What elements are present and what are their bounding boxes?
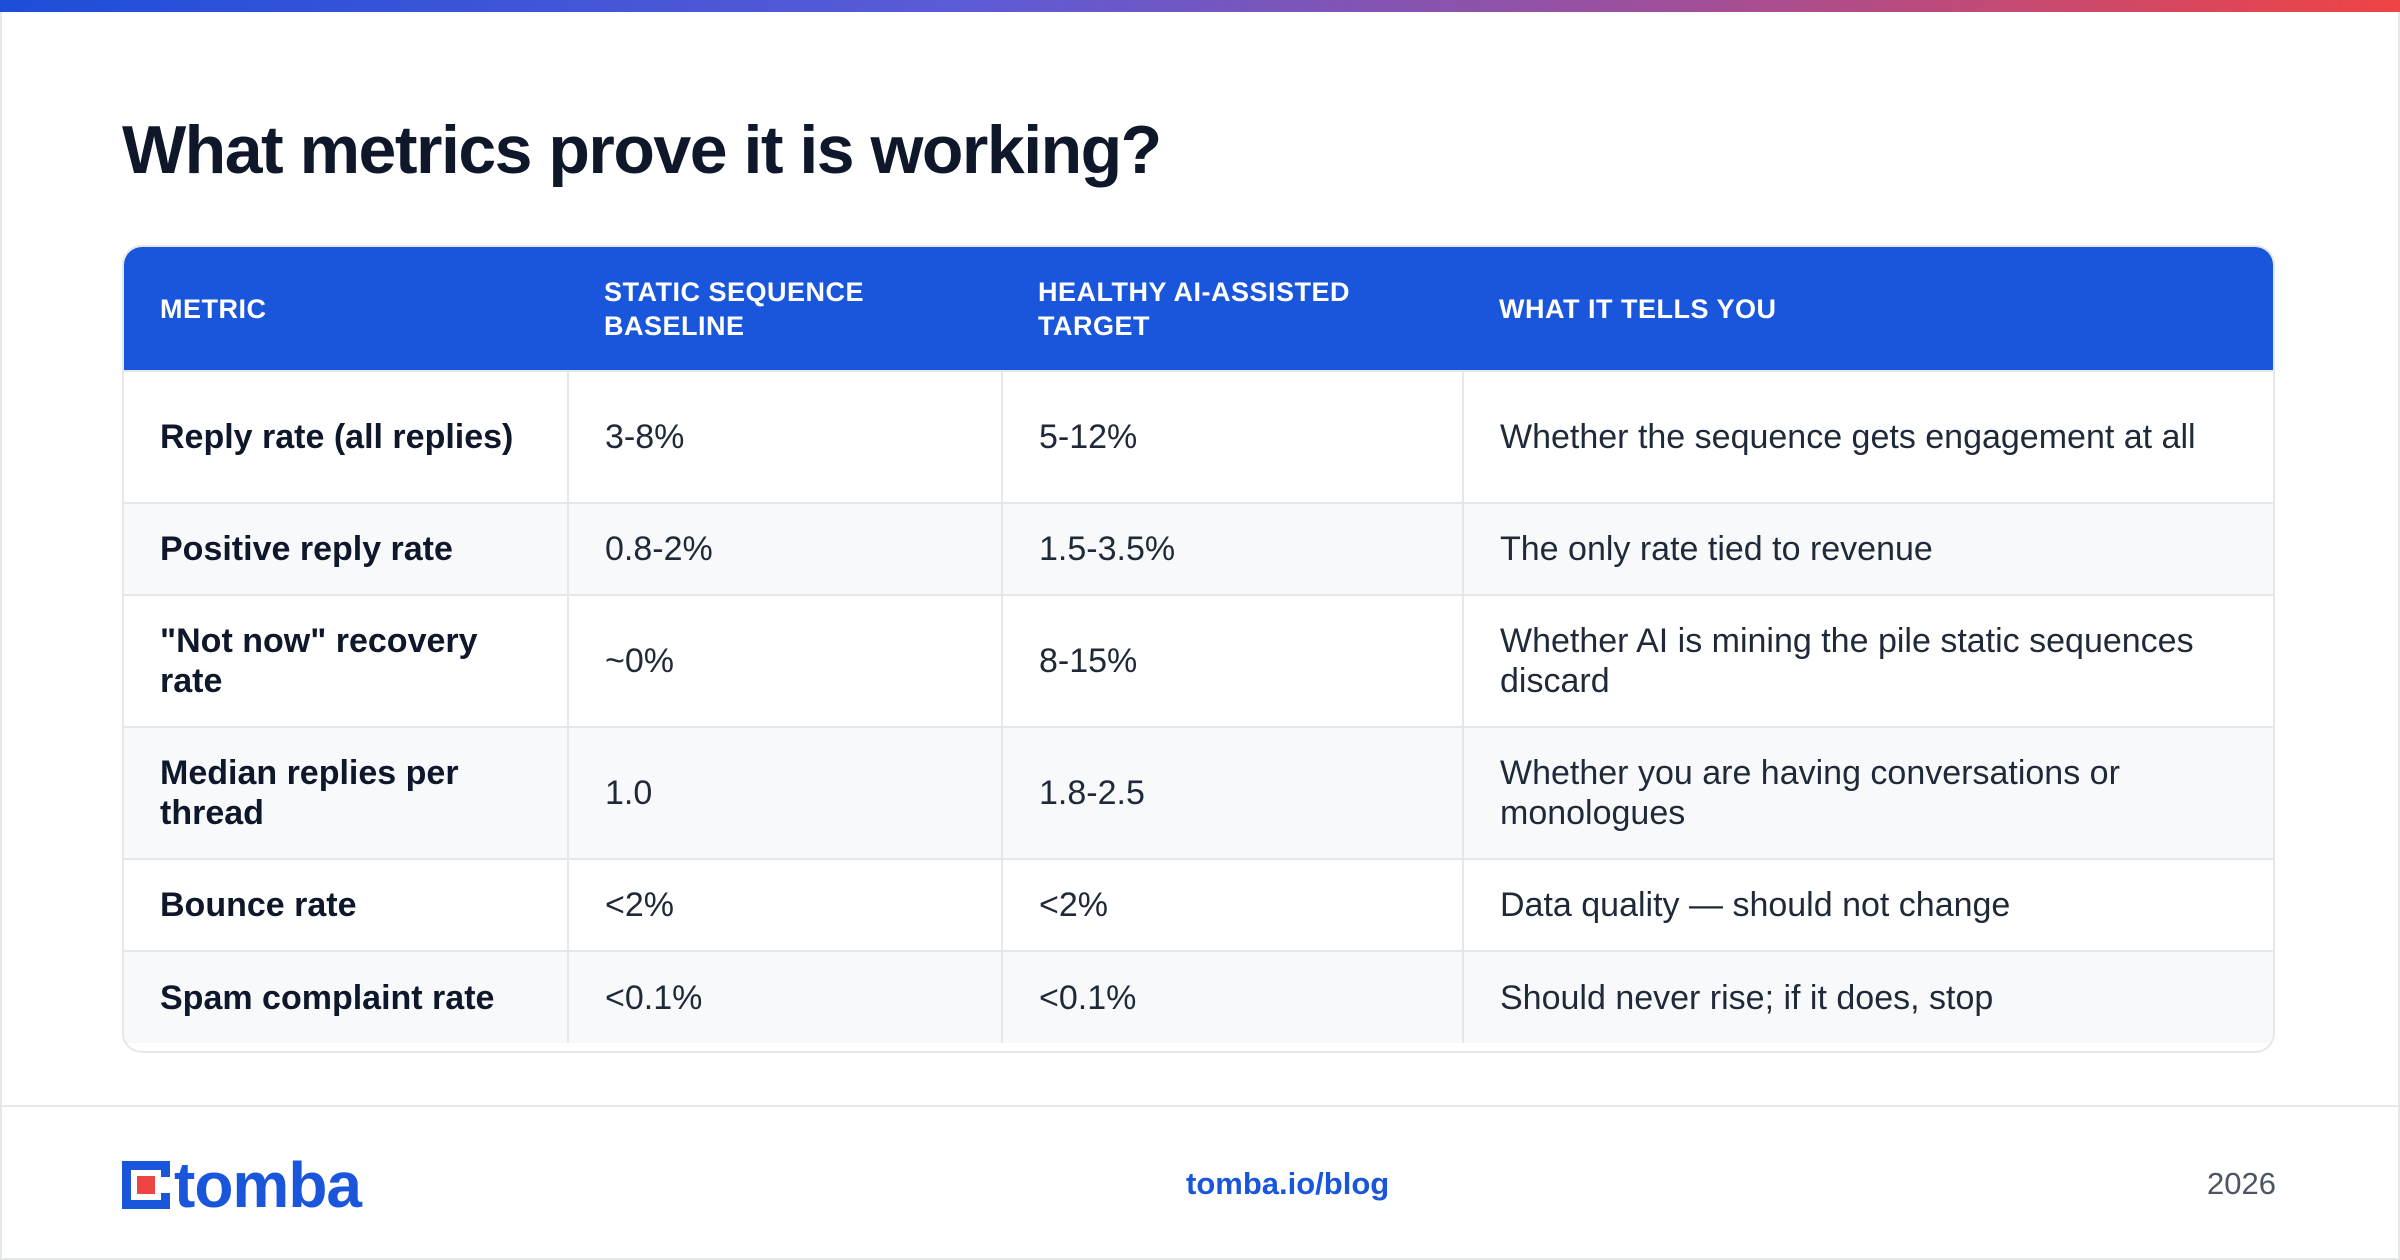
baseline-cell: 0.8-2%	[567, 503, 1002, 595]
metric-cell: Reply rate (all replies)	[160, 418, 514, 456]
meaning-cell: Should never rise; if it does, stop	[1462, 951, 2273, 1043]
logo-wordmark: tomba	[174, 1149, 362, 1221]
page-title: What metrics prove it is working?	[122, 112, 1162, 188]
metric-cell: Median replies per thread	[160, 754, 459, 832]
metric-cell: "Not now" recovery rate	[160, 622, 478, 700]
target-cell: <2%	[1001, 859, 1463, 951]
target-cell: 8-15%	[1001, 595, 1463, 727]
column-header-meaning: WHAT IT TELLS YOU	[1499, 293, 1777, 324]
baseline-cell: <2%	[567, 859, 1002, 951]
page-frame	[0, 12, 2400, 1260]
tomba-logo-icon	[122, 1161, 170, 1209]
table-row: "Not now" recovery rate ~0% 8-15% Whethe…	[124, 595, 2273, 727]
footer-divider	[2, 1105, 2398, 1107]
baseline-cell: ~0%	[567, 595, 1002, 727]
meaning-cell: Whether you are having conversations or …	[1462, 727, 2273, 859]
metrics-table: METRIC STATIC SEQUENCE BASELINE HEALTHY …	[122, 245, 2275, 1053]
column-header-baseline: STATIC SEQUENCE BASELINE	[604, 276, 865, 341]
meaning-cell: Whether AI is mining the pile static seq…	[1462, 595, 2273, 727]
meaning-cell: Whether the sequence gets engagement at …	[1462, 371, 2273, 503]
blog-link[interactable]: tomba.io/blog	[1186, 1166, 1390, 1201]
baseline-cell: 3-8%	[567, 371, 1002, 503]
table-row: Reply rate (all replies) 3-8% 5-12% Whet…	[124, 371, 2273, 503]
metric-cell: Spam complaint rate	[160, 978, 495, 1017]
metric-cell: Positive reply rate	[160, 530, 453, 568]
meaning-cell: The only rate tied to revenue	[1462, 503, 2273, 595]
table-row: Positive reply rate 0.8-2% 1.5-3.5% The …	[124, 503, 2273, 595]
baseline-cell: 1.0	[567, 727, 1002, 859]
table-row: Bounce rate <2% <2% Data quality — shoul…	[124, 859, 2273, 951]
table-row: Spam complaint rate <0.1% <0.1% Should n…	[124, 951, 2273, 1043]
target-cell: 1.5-3.5%	[1001, 503, 1463, 595]
metric-cell: Bounce rate	[160, 886, 357, 924]
footer-year: 2026	[2207, 1166, 2276, 1201]
target-cell: 5-12%	[1001, 371, 1463, 503]
baseline-cell: <0.1%	[567, 951, 1002, 1043]
target-cell: 1.8-2.5	[1001, 727, 1463, 859]
column-header-target: HEALTHY AI-ASSISTED TARGET	[1038, 276, 1351, 341]
column-header-metric: METRIC	[160, 293, 267, 324]
top-gradient-bar	[0, 0, 2400, 12]
target-cell: <0.1%	[1001, 951, 1463, 1043]
table-row: Median replies per thread 1.0 1.8-2.5 Wh…	[124, 727, 2273, 859]
table-header-row: METRIC STATIC SEQUENCE BASELINE HEALTHY …	[124, 247, 2273, 371]
tomba-logo[interactable]: tomba	[122, 1149, 362, 1221]
meaning-cell: Data quality — should not change	[1462, 859, 2273, 951]
